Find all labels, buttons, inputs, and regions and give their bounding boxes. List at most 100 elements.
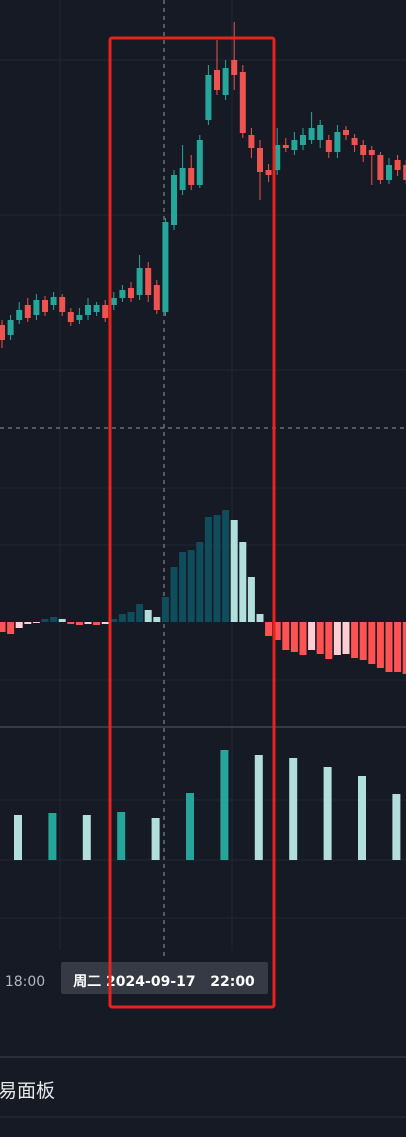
macd-bar [32,622,40,623]
macd-bar [213,515,221,622]
candle-body [153,285,160,310]
candle-body [360,145,367,155]
macd-bar [196,542,204,622]
candle-body [0,325,5,340]
macd-bar [41,619,49,622]
macd-bar [161,597,169,622]
candle-body [136,268,143,295]
candle-body [214,70,220,90]
candle-body [308,128,315,140]
candle-body [102,305,109,318]
candle-body [317,125,324,140]
candle-body [257,148,263,172]
macd-bar [179,552,187,622]
candle-body [403,165,406,180]
macd-bar [58,619,66,622]
candle-body [128,288,134,298]
macd-bar [118,614,126,622]
candle-body [386,165,392,180]
marks [0,22,406,860]
macd-bar [308,622,316,650]
candle-body [196,140,203,185]
macd-bar [136,604,144,622]
macd-bar [75,622,83,625]
candle-body [24,305,31,318]
candle-body [145,268,152,295]
candle-body [351,138,358,145]
volume-bar [82,815,91,860]
macd-bar [153,617,161,622]
candle-body [110,298,117,305]
macd-bar [144,610,152,622]
candle-body [33,300,40,315]
macd-bar [84,622,92,624]
candle-body [325,140,332,152]
macd-bar [325,622,333,659]
macd-bar [222,510,230,622]
volume-bar [48,813,57,860]
macd-bar [376,622,384,668]
macd-bar [368,622,376,664]
macd-bar [239,542,247,622]
macd-bar [299,622,307,655]
grid [0,0,406,950]
candle-body [248,135,255,148]
macd-bar [24,622,32,624]
candle-body [179,168,186,190]
macd-bar [93,622,101,625]
volume-bar [220,750,229,860]
candle-body [162,222,169,312]
macd-bar [50,617,58,622]
candle-body [50,297,57,305]
candle-body [265,170,272,175]
macd-bar [204,517,212,622]
crosshair-label-bg [61,962,268,994]
macd-bar [316,622,324,654]
candle-body [300,135,306,145]
macd-bar [394,622,402,672]
candle-body [343,130,349,135]
macd-bar [0,622,6,632]
candle-body [205,75,212,120]
macd-bar [359,622,367,660]
macd-bar [127,612,135,622]
time-label: 18:00 [5,974,45,990]
macd-bar [290,622,298,652]
candle-body [85,305,91,315]
volume-bar [151,818,160,860]
macd-bar [15,622,23,628]
candle-body [7,320,14,335]
macd-bar [402,622,406,674]
macd-bar [333,622,341,655]
candle-body [291,140,298,150]
candle-body [188,168,195,185]
candle-body [67,312,74,322]
highlight-box [108,36,276,1009]
candle-body [222,68,229,95]
candle-body [76,315,83,320]
candle-body [42,300,48,312]
volume-bar [289,758,298,860]
macd-bar [342,622,350,654]
candle-body [282,145,289,148]
candle-body [16,310,23,320]
macd-bar [282,622,290,650]
volume-bar [392,794,401,860]
macd-bar [385,622,393,672]
macd-bar [101,622,109,624]
volume-bar [254,755,263,860]
macd-bar [7,622,15,634]
candle-body [119,290,126,298]
macd-bar [170,567,178,622]
candle-body [93,305,100,312]
crosshair-label: 周二 2024-09-17 22:00 [73,974,255,990]
candle-body [59,297,66,312]
candle-body [171,175,177,225]
macd-bar [110,619,118,622]
panel-title[interactable]: 易面板 [0,1080,55,1102]
macd-bar [247,577,255,622]
macd-bar [351,622,359,658]
candle-body [377,155,384,180]
